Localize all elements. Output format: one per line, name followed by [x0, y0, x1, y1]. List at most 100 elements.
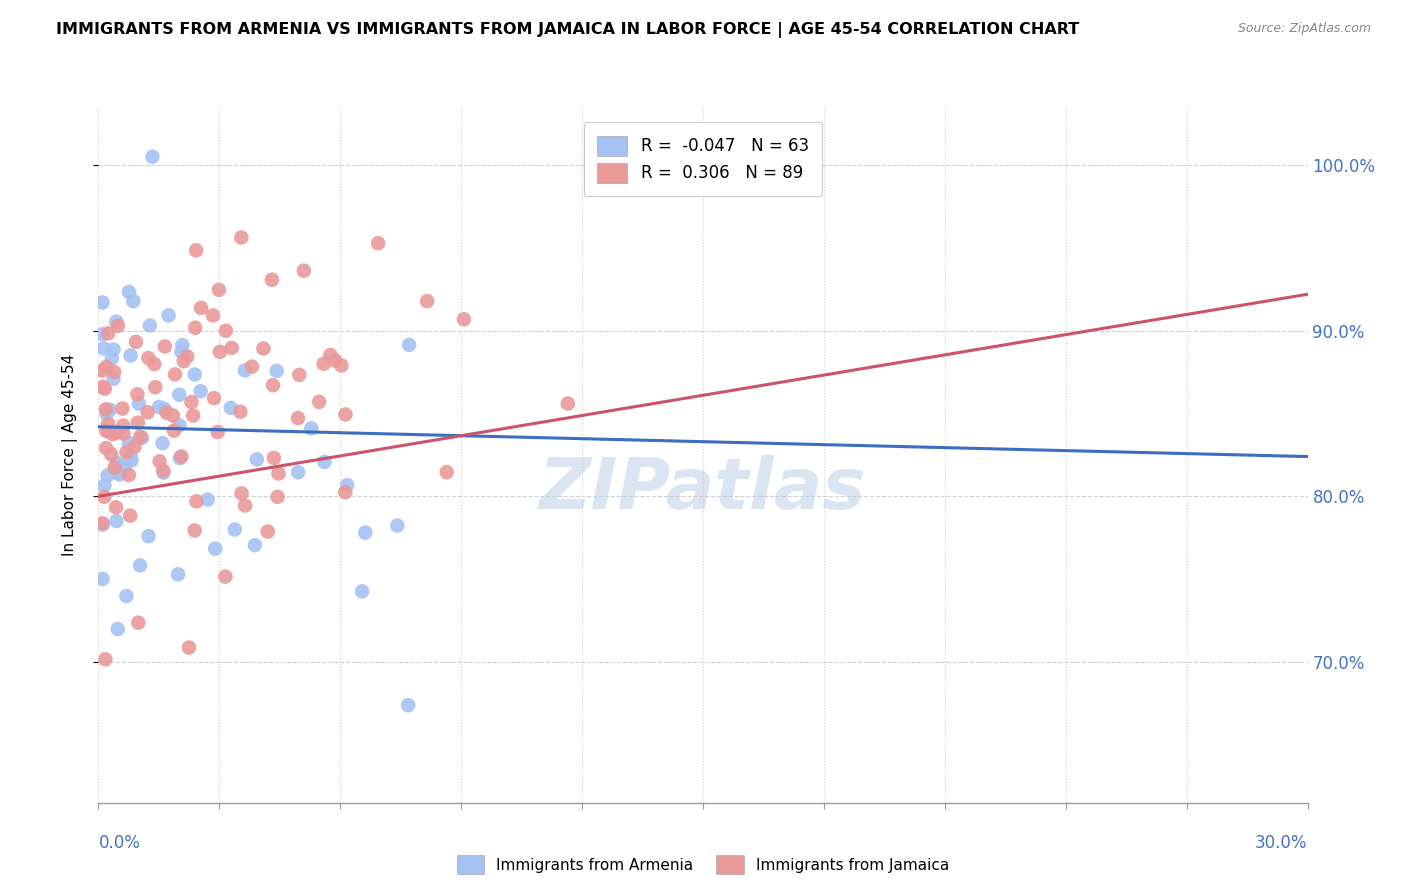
- Point: [103, 365, 125, 379]
- Point: [243, 538, 266, 552]
- Point: [165, 368, 187, 382]
- Point: [120, 449, 142, 463]
- Point: [96, 407, 118, 421]
- Point: [91, 363, 114, 377]
- Point: [128, 396, 150, 410]
- Point: [308, 395, 330, 409]
- Point: [266, 490, 288, 504]
- Text: 30.0%: 30.0%: [1256, 834, 1308, 852]
- Point: [91, 516, 114, 531]
- Point: [184, 244, 207, 258]
- Point: [398, 338, 420, 352]
- Point: [114, 458, 136, 472]
- Point: [354, 525, 377, 540]
- Point: [127, 615, 149, 630]
- Point: [172, 338, 194, 352]
- Point: [91, 572, 114, 586]
- Point: [94, 382, 117, 396]
- Point: [96, 359, 118, 374]
- Point: [287, 411, 309, 425]
- Point: [94, 402, 117, 417]
- Point: [152, 466, 174, 480]
- Point: [319, 348, 342, 362]
- Point: [94, 441, 117, 455]
- Point: [97, 425, 120, 439]
- Point: [260, 273, 283, 287]
- Point: [221, 341, 243, 355]
- Point: [170, 450, 193, 464]
- Point: [96, 424, 118, 438]
- Point: [100, 351, 122, 366]
- Point: [162, 409, 184, 423]
- Point: [436, 465, 458, 479]
- Point: [204, 541, 226, 556]
- Point: [167, 567, 190, 582]
- Point: [136, 405, 159, 419]
- Point: [143, 380, 166, 394]
- Point: [143, 357, 166, 371]
- Point: [233, 363, 256, 377]
- Point: [115, 445, 138, 459]
- Point: [118, 435, 141, 450]
- Point: [100, 447, 122, 461]
- Point: [202, 391, 225, 405]
- Point: [312, 357, 335, 371]
- Point: [231, 486, 253, 500]
- Point: [104, 500, 127, 515]
- Point: [138, 351, 160, 365]
- Point: [176, 350, 198, 364]
- Point: [103, 372, 125, 386]
- Point: [169, 418, 191, 433]
- Point: [107, 467, 129, 481]
- Point: [181, 409, 204, 423]
- Point: [115, 589, 138, 603]
- Point: [201, 309, 224, 323]
- Point: [141, 150, 163, 164]
- Point: [121, 453, 143, 467]
- Point: [215, 324, 238, 338]
- Point: [129, 558, 152, 573]
- Point: [186, 494, 208, 508]
- Point: [180, 395, 202, 409]
- Point: [120, 508, 142, 523]
- Point: [173, 354, 195, 368]
- Point: [330, 359, 353, 373]
- Point: [323, 353, 346, 368]
- Point: [104, 425, 127, 440]
- Point: [112, 426, 135, 441]
- Point: [108, 467, 131, 482]
- Point: [153, 401, 176, 416]
- Point: [396, 698, 419, 713]
- Point: [112, 418, 135, 433]
- Point: [299, 421, 322, 435]
- Point: [335, 485, 357, 500]
- Point: [184, 320, 207, 334]
- Point: [314, 455, 336, 469]
- Point: [120, 349, 142, 363]
- Point: [105, 315, 128, 329]
- Point: [184, 368, 207, 382]
- Point: [103, 343, 125, 357]
- Point: [557, 396, 579, 410]
- Point: [292, 263, 315, 277]
- Text: ZIPatlas: ZIPatlas: [540, 455, 866, 524]
- Point: [96, 468, 118, 483]
- Point: [169, 451, 191, 466]
- Point: [287, 465, 309, 479]
- Point: [262, 378, 284, 392]
- Point: [124, 440, 146, 454]
- Point: [167, 388, 190, 402]
- Point: [91, 295, 114, 310]
- Point: [367, 236, 389, 251]
- Point: [101, 427, 124, 442]
- Point: [104, 460, 127, 475]
- Y-axis label: In Labor Force | Age 45-54: In Labor Force | Age 45-54: [62, 354, 77, 556]
- Point: [197, 492, 219, 507]
- Point: [118, 468, 141, 483]
- Point: [94, 652, 117, 666]
- Point: [156, 406, 179, 420]
- Point: [229, 405, 252, 419]
- Point: [183, 524, 205, 538]
- Point: [163, 424, 186, 438]
- Point: [219, 401, 242, 415]
